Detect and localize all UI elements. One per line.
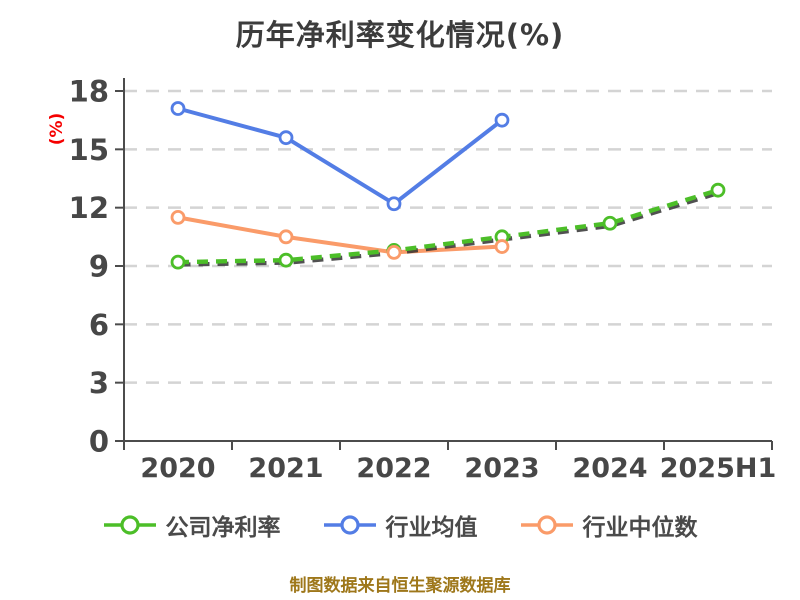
svg-text:0: 0 <box>89 425 109 459</box>
legend-label-industry-mean: 行业均值 <box>385 515 478 541</box>
series-markers-company-net-margin <box>170 182 726 270</box>
legend-item-industry-median: 行业中位数 <box>520 508 698 542</box>
legend-label-industry-median: 行业中位数 <box>582 515 698 541</box>
series-line-company-net-margin <box>177 188 719 265</box>
series-line-industry-mean <box>176 106 504 206</box>
legend-line-circle-icon <box>103 515 156 535</box>
series-markers-industry-median <box>170 209 510 260</box>
svg-text:6: 6 <box>89 308 109 342</box>
legend-item-industry-mean: 行业均值 <box>323 508 478 542</box>
legend: 公司净利率 行业均值 行业中位数 <box>0 508 800 542</box>
svg-text:15: 15 <box>69 133 109 167</box>
series-markers-industry-mean <box>170 101 510 212</box>
svg-text:2022: 2022 <box>356 453 431 484</box>
svg-text:12: 12 <box>69 191 109 225</box>
x-tick-labels: 2020 2021 2022 2023 2024 2025H1 <box>140 453 776 484</box>
legend-label-company-net-margin: 公司净利率 <box>165 515 281 541</box>
legend-line-circle-icon <box>520 515 573 535</box>
svg-text:2024: 2024 <box>572 453 647 484</box>
svg-text:2023: 2023 <box>464 453 539 484</box>
legend-line-circle-icon <box>323 515 376 535</box>
svg-text:2025H1: 2025H1 <box>660 453 777 484</box>
svg-text:18: 18 <box>69 75 109 109</box>
axes <box>115 78 773 450</box>
y-tick-labels: 0 3 6 9 12 15 18 <box>69 75 109 459</box>
series-line-industry-median <box>176 215 504 255</box>
svg-text:2021: 2021 <box>248 453 323 484</box>
chart-title: 历年净利率变化情况(%) <box>235 18 565 52</box>
gridlines <box>124 89 772 384</box>
data-source-note: 制图数据来自恒生聚源数据库 <box>289 576 511 596</box>
legend-item-company-net-margin: 公司净利率 <box>103 508 281 542</box>
svg-text:9: 9 <box>89 250 109 284</box>
line-chart-canvas: 0 3 6 9 12 15 18 2020 2021 2022 2023 2024 2025H1 <box>69 75 777 485</box>
series-line-company-shadow <box>179 190 721 267</box>
svg-text:3: 3 <box>89 366 109 400</box>
svg-text:2020: 2020 <box>140 453 215 484</box>
